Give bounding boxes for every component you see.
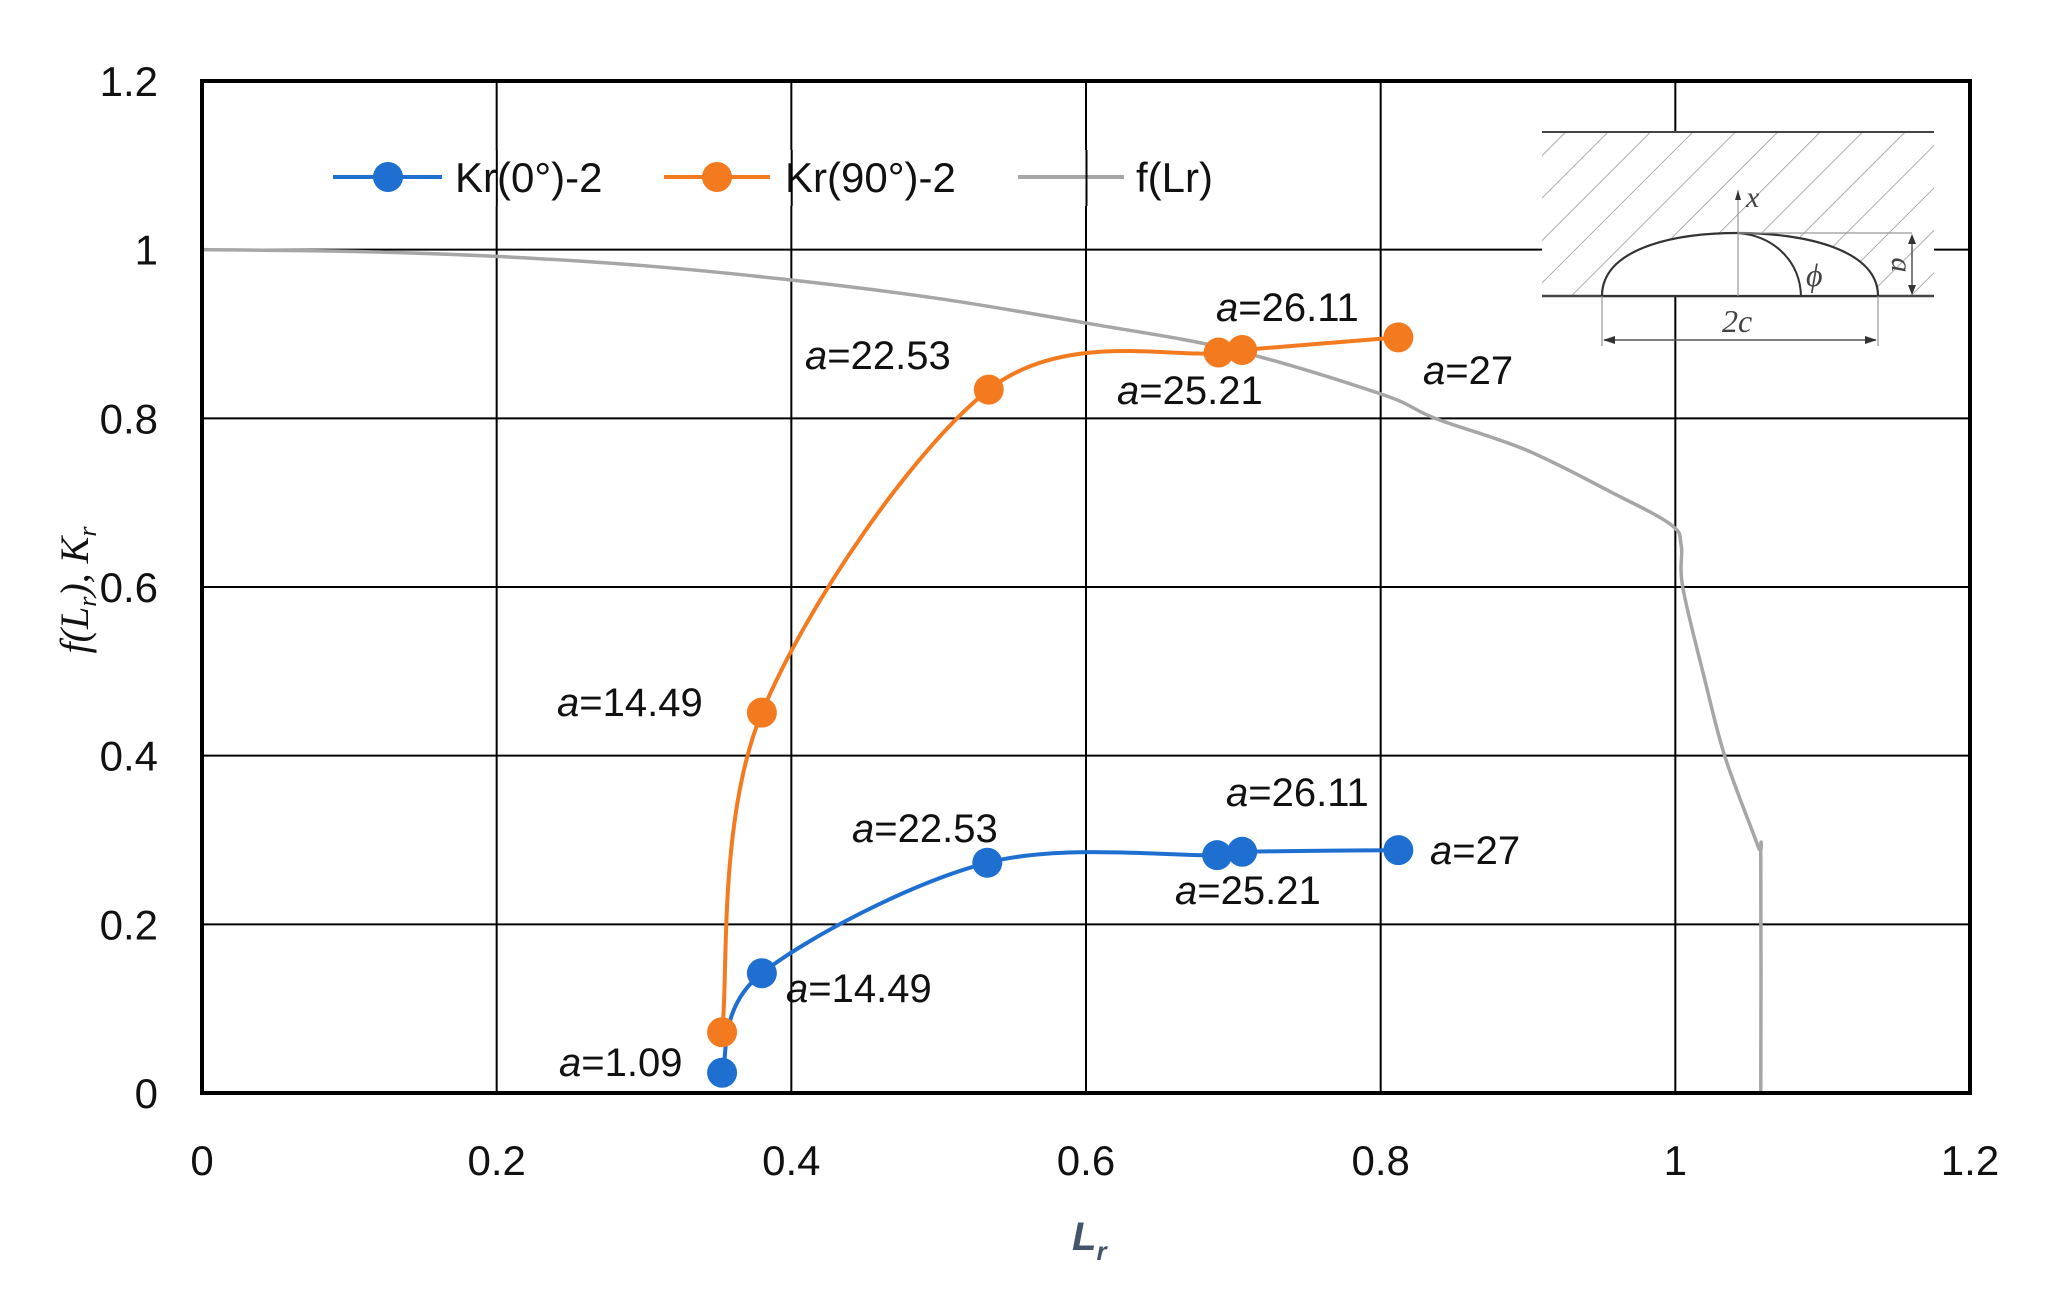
plot-frame xyxy=(200,79,1972,1095)
crack-schematic-inset: x ϕ 2c a xyxy=(1542,131,1934,346)
legend-label: Kr(90°)-2 xyxy=(785,154,956,201)
data-point-kr-0deg xyxy=(707,1057,738,1088)
inset-label-a: a xyxy=(1885,258,1918,273)
y-axis-label: f(Lr), Kr xyxy=(52,526,102,654)
phi-arc xyxy=(1737,232,1802,297)
x-axis-label-sub: r xyxy=(1096,1236,1108,1266)
annotations-layer: a=1.09 a=14.49 a=22.53 a=25.21 a=26.11 a=27 a=… xyxy=(557,286,1520,1085)
data-point-kr-0deg xyxy=(972,847,1003,878)
legend-item-kr-90deg: Kr(90°)-2 xyxy=(658,150,969,206)
data-label: a=26.11 xyxy=(1216,286,1359,330)
data-point-kr-90deg xyxy=(973,374,1004,405)
x-axis-ticks: 0 0.2 0.4 0.6 0.8 1 1.2 xyxy=(190,1137,1999,1184)
data-point-kr-0deg xyxy=(1383,835,1414,866)
data-label: a=25.21 xyxy=(1175,869,1321,913)
x-tick-label: 0.2 xyxy=(467,1137,525,1184)
data-point-kr-90deg xyxy=(1227,335,1258,366)
y-tick-label: 0.8 xyxy=(100,395,158,442)
svg-text:f(Lr), Kr: f(Lr), Kr xyxy=(52,526,102,654)
inset-label-x: x xyxy=(1745,181,1760,214)
data-point-kr-0deg xyxy=(1227,836,1258,867)
x-tick-label: 1 xyxy=(1664,1137,1687,1184)
x-axis-label: Lr xyxy=(1072,1215,1108,1266)
data-label: a=25.21 xyxy=(1117,369,1263,413)
legend-marker-icon xyxy=(702,162,732,192)
series-layer xyxy=(202,247,1764,1093)
y-tick-label: 0 xyxy=(135,1070,158,1117)
data-label: a=26.11 xyxy=(1226,771,1369,815)
legend-label: f(Lr) xyxy=(1136,154,1213,201)
data-label: a=1.09 xyxy=(559,1041,682,1085)
data-point-kr-90deg xyxy=(746,697,777,728)
inset-label-phi: ϕ xyxy=(1806,257,1823,293)
data-point-kr-0deg xyxy=(746,958,777,989)
x-tick-label: 0.4 xyxy=(762,1137,820,1184)
data-label: a=27 xyxy=(1430,829,1520,873)
data-label: a=14.49 xyxy=(557,681,703,725)
y-tick-label: 0.4 xyxy=(100,733,158,780)
data-label: a=14.49 xyxy=(786,967,932,1011)
x-axis-label-main: L xyxy=(1072,1215,1096,1259)
x-tick-label: 0.6 xyxy=(1057,1137,1115,1184)
legend-label: Kr(0°)-2 xyxy=(455,154,602,201)
legend-marker-icon xyxy=(373,162,403,192)
svg-text:Lr: Lr xyxy=(1072,1215,1108,1266)
y-tick-label: 0.2 xyxy=(100,901,158,948)
inset-label-2c: 2c xyxy=(1722,303,1752,339)
markers-layer xyxy=(707,322,1414,1088)
series-line-f-lr xyxy=(202,247,1764,1093)
data-point-kr-90deg xyxy=(707,1017,738,1048)
legend: Kr(0°)-2 Kr(90°)-2 f(Lr) xyxy=(327,150,1320,206)
x-arrow-icon xyxy=(1735,190,1741,200)
data-point-kr-0deg xyxy=(1202,840,1233,871)
legend-item-kr-0deg: Kr(0°)-2 xyxy=(327,150,639,206)
data-label: a=22.53 xyxy=(852,807,998,851)
y-tick-label: 1 xyxy=(135,227,158,274)
data-label: a=27 xyxy=(1423,349,1513,393)
x-tick-label: 1.2 xyxy=(1941,1137,1999,1184)
legend-item-f-lr: f(Lr) xyxy=(1012,150,1320,206)
y-tick-label: 0.6 xyxy=(100,564,158,611)
series-line-kr-90deg xyxy=(720,335,1399,1033)
data-point-kr-90deg xyxy=(1203,337,1234,368)
y-tick-label: 1.2 xyxy=(100,58,158,105)
x-tick-label: 0.8 xyxy=(1351,1137,1409,1184)
data-label: a=22.53 xyxy=(805,334,951,378)
y-axis-ticks: 0 0.2 0.4 0.6 0.8 1 1.2 xyxy=(100,58,158,1117)
x-tick-label: 0 xyxy=(190,1137,213,1184)
data-point-kr-90deg xyxy=(1383,322,1414,353)
